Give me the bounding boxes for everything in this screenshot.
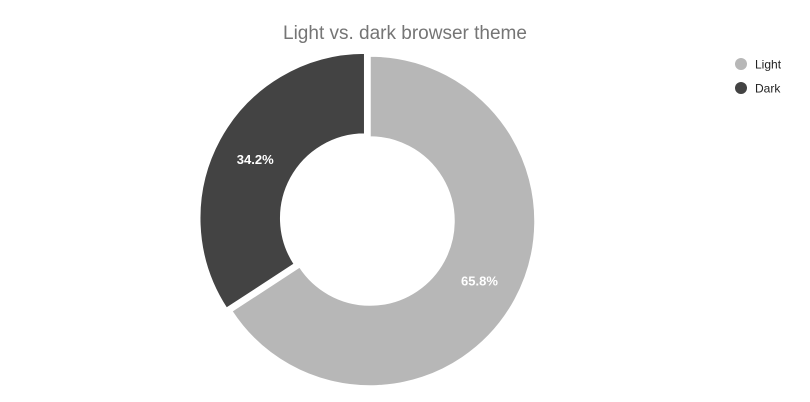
- legend-swatch-dark: [735, 82, 747, 94]
- legend-item-light: Light: [735, 58, 782, 72]
- slice-labels-layer: 65.8% 34.2%: [237, 152, 499, 288]
- legend-label-dark: Dark: [755, 82, 781, 96]
- legend: Light Dark: [735, 58, 782, 96]
- slice-dark: [198, 52, 366, 310]
- slice-light: [230, 55, 536, 387]
- legend-label-light: Light: [755, 58, 782, 72]
- legend-swatch-light: [735, 58, 747, 70]
- legend-item-dark: Dark: [735, 82, 781, 96]
- slice-label-dark: 34.2%: [237, 152, 274, 167]
- slices-layer: [198, 52, 536, 387]
- chart-title: Light vs. dark browser theme: [283, 23, 527, 44]
- slice-label-light: 65.8%: [461, 273, 498, 288]
